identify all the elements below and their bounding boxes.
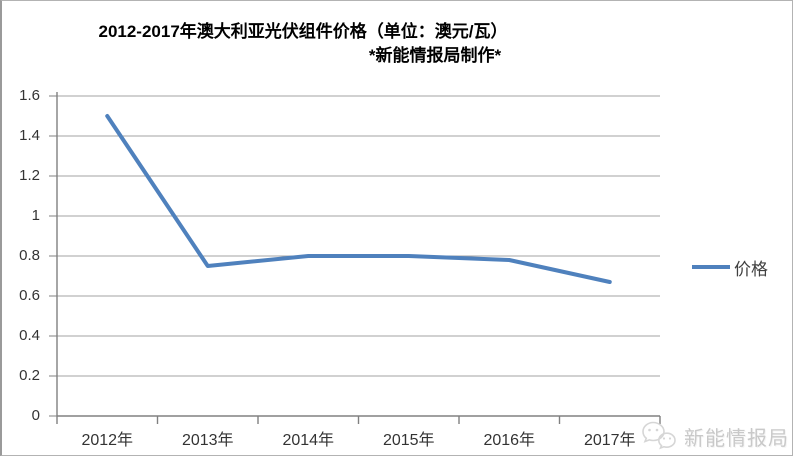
- y-tick-label: 1.2: [19, 167, 40, 184]
- y-tick-label: 0.8: [19, 247, 40, 264]
- y-tick-label: 1: [31, 207, 40, 224]
- chart-subtitle: *新能情报局制作*: [368, 46, 502, 65]
- y-tick-label: 1.4: [19, 127, 40, 144]
- y-tick-label: 1.6: [19, 87, 40, 104]
- x-tick-label: 2014年: [282, 432, 335, 449]
- watermark-text: 新能情报局: [684, 427, 789, 450]
- x-tick-label: 2013年: [181, 432, 234, 449]
- x-tick-label: 2016年: [483, 432, 536, 449]
- x-tick-label: 2015年: [382, 432, 435, 449]
- chart-title: 2012-2017年澳大利亚光伏组件价格（单位：澳元/瓦）: [98, 22, 508, 41]
- y-tick-label: 0.2: [19, 367, 40, 384]
- wechat-icon: [642, 421, 676, 450]
- price-line-series: [105, 114, 612, 284]
- legend: 价格: [692, 256, 768, 279]
- watermark: 新能情报局: [641, 421, 789, 451]
- x-tick-label: 2012年: [81, 432, 134, 449]
- legend-label: 价格: [734, 259, 768, 279]
- legend-line-marker: [692, 265, 730, 269]
- y-tick-label: 0: [31, 407, 40, 424]
- x-tick-label: 2017年: [583, 432, 636, 449]
- y-tick-label: 0.4: [19, 327, 40, 344]
- y-tick-label: 0.6: [19, 287, 40, 304]
- chart-frame: [0, 0, 793, 456]
